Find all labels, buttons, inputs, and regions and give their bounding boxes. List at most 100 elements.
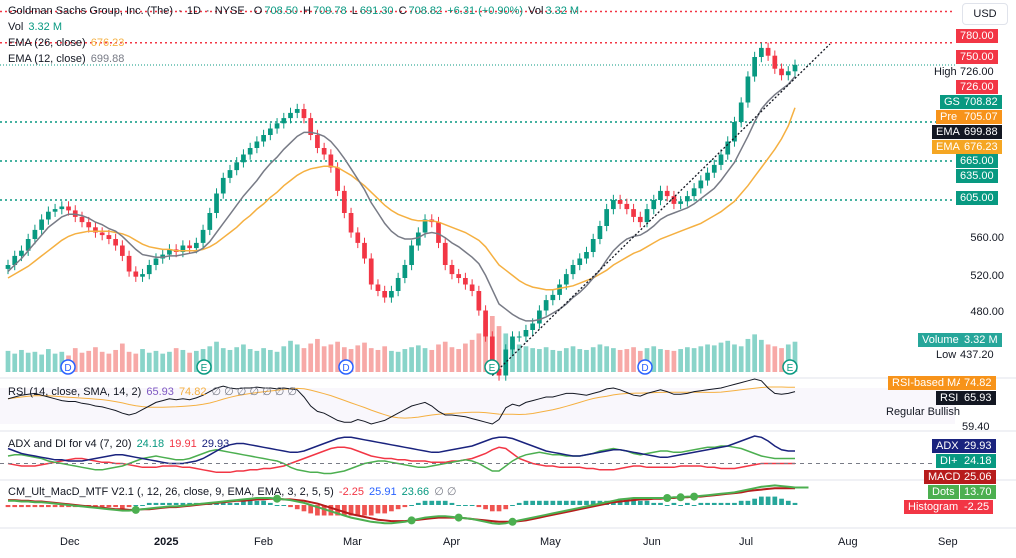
macd-legend[interactable]: CM_Ult_MacD_MTF V2.1 (, 12, 26, close, 9… [8, 485, 458, 499]
volume-bar [436, 344, 441, 372]
candle-body [140, 274, 145, 277]
volume-bar [483, 320, 488, 372]
candle-body [146, 265, 152, 275]
interval-label[interactable]: 1D [186, 5, 201, 17]
vol-value-inline: 3.32 M [545, 5, 580, 17]
volume-tag-label: Volume [918, 333, 963, 347]
macd-histogram-bar [752, 498, 757, 505]
di-plus-tag-value: 24.18 [960, 454, 996, 468]
volume-bar [39, 354, 44, 372]
adx-legend[interactable]: ADX and DI for v4 (7, 20) 24.18 19.91 29… [8, 437, 231, 451]
macd-signal-legend-value: 23.66 [401, 486, 430, 498]
macd-histogram-bar [66, 505, 71, 508]
macd-histogram-bar [456, 505, 462, 506]
candle-body [46, 211, 51, 220]
volume-bar [530, 348, 536, 372]
candle-body [785, 71, 791, 76]
ema26-legend[interactable]: EMA (26, close) 676.23 [8, 36, 126, 50]
macd-histogram-bar [382, 505, 388, 514]
volume-bar [368, 348, 374, 372]
rsi-empty-values: ∅ ∅ ∅ ∅ ∅ ∅ ∅ [211, 386, 297, 398]
candle-body [214, 193, 219, 213]
volume-bar [267, 349, 273, 372]
macd-histogram-bar [25, 505, 31, 508]
ema12-legend-label: EMA (12, close) [8, 53, 86, 65]
macd-histogram-bar [274, 505, 280, 506]
macd-cross-dot [454, 513, 463, 522]
level-tag-4: 665.00 [956, 154, 998, 168]
macd-cross-dot [663, 494, 672, 502]
macd-histogram-bar [685, 502, 690, 505]
candle-body [335, 167, 340, 191]
level-tag-6: 605.00 [956, 191, 998, 205]
candle-body [597, 226, 603, 239]
candle-body [389, 291, 394, 298]
candle-body [193, 242, 199, 249]
volume-bar [93, 347, 98, 372]
candle-body [294, 109, 300, 113]
macd-histogram-bar [510, 505, 515, 506]
event-marker-letter: D [641, 363, 648, 374]
macd-hist-legend-value: -2.25 [338, 486, 364, 498]
candle-body [12, 255, 18, 265]
ema12-legend[interactable]: EMA (12, close) 699.88 [8, 52, 126, 66]
rsi-legend[interactable]: RSI (14, close, SMA, 14, 2) 65.93 74.82 … [8, 385, 299, 399]
dividend-marker [338, 359, 354, 375]
volume-bar [476, 333, 482, 372]
volume-bar [718, 342, 724, 372]
high-label: H [303, 5, 311, 17]
currency-button[interactable]: USD [962, 3, 1008, 25]
volume-bar [234, 347, 240, 372]
volume-bar [32, 351, 38, 372]
gs-tag-label: GS [940, 95, 964, 109]
macd-histogram-bar [180, 502, 186, 505]
volume-bar [187, 352, 192, 372]
volume-bar [355, 345, 361, 372]
macd-histogram-bar [46, 505, 51, 508]
volume-bar [732, 344, 737, 372]
low-value: 691.30 [359, 5, 394, 17]
candle-body [328, 154, 334, 168]
histogram-tag-label: Histogram [904, 500, 963, 514]
macd-cross-dot [131, 505, 140, 514]
volume-legend[interactable]: Vol 3.32 M [8, 20, 64, 34]
candle-body [463, 278, 468, 285]
volume-bar [335, 341, 340, 372]
volume-legend-label: Vol [8, 21, 24, 33]
time-tick: Jun [643, 536, 661, 548]
volume-bar [516, 344, 522, 372]
macd-histogram-bar [732, 502, 737, 505]
time-tick: Sep [938, 536, 958, 548]
macd-histogram-bar [52, 505, 58, 508]
macd-histogram-bar [698, 502, 704, 505]
candle-body [732, 122, 737, 142]
candle-body [254, 141, 260, 148]
macd-histogram-bar [415, 502, 421, 505]
macd-histogram-bar [483, 505, 488, 510]
macd-histogram-bar [99, 505, 105, 508]
rsi-ma-line [7, 386, 795, 419]
volume-bar [160, 353, 166, 372]
macd-histogram-bar [368, 505, 374, 516]
macd-histogram-bar [234, 502, 240, 505]
volume-bar [442, 341, 448, 372]
candle-body [79, 216, 85, 223]
candle-body [779, 68, 784, 76]
ema26-legend-value: 676.23 [90, 37, 125, 49]
macd-histogram-bar [570, 500, 576, 505]
volume-bar [140, 349, 145, 372]
adx-legend-value: 29.93 [201, 438, 230, 450]
macd-histogram-bar [355, 505, 361, 516]
macd-tag-label: MACD [924, 470, 965, 484]
event-marker-letter: E [489, 363, 496, 374]
ema12-tag-label: EMA [932, 125, 964, 139]
symbol-title[interactable]: Goldman Sachs Group, Inc. (The) [8, 5, 174, 17]
volume-bar [422, 348, 428, 372]
volume-bar [241, 344, 246, 372]
volume-bar [577, 349, 583, 372]
macd-histogram-bar [550, 500, 556, 505]
macd-empty-values: ∅ ∅ [434, 486, 457, 498]
candle-body [752, 57, 757, 77]
volume-bar [725, 340, 731, 372]
